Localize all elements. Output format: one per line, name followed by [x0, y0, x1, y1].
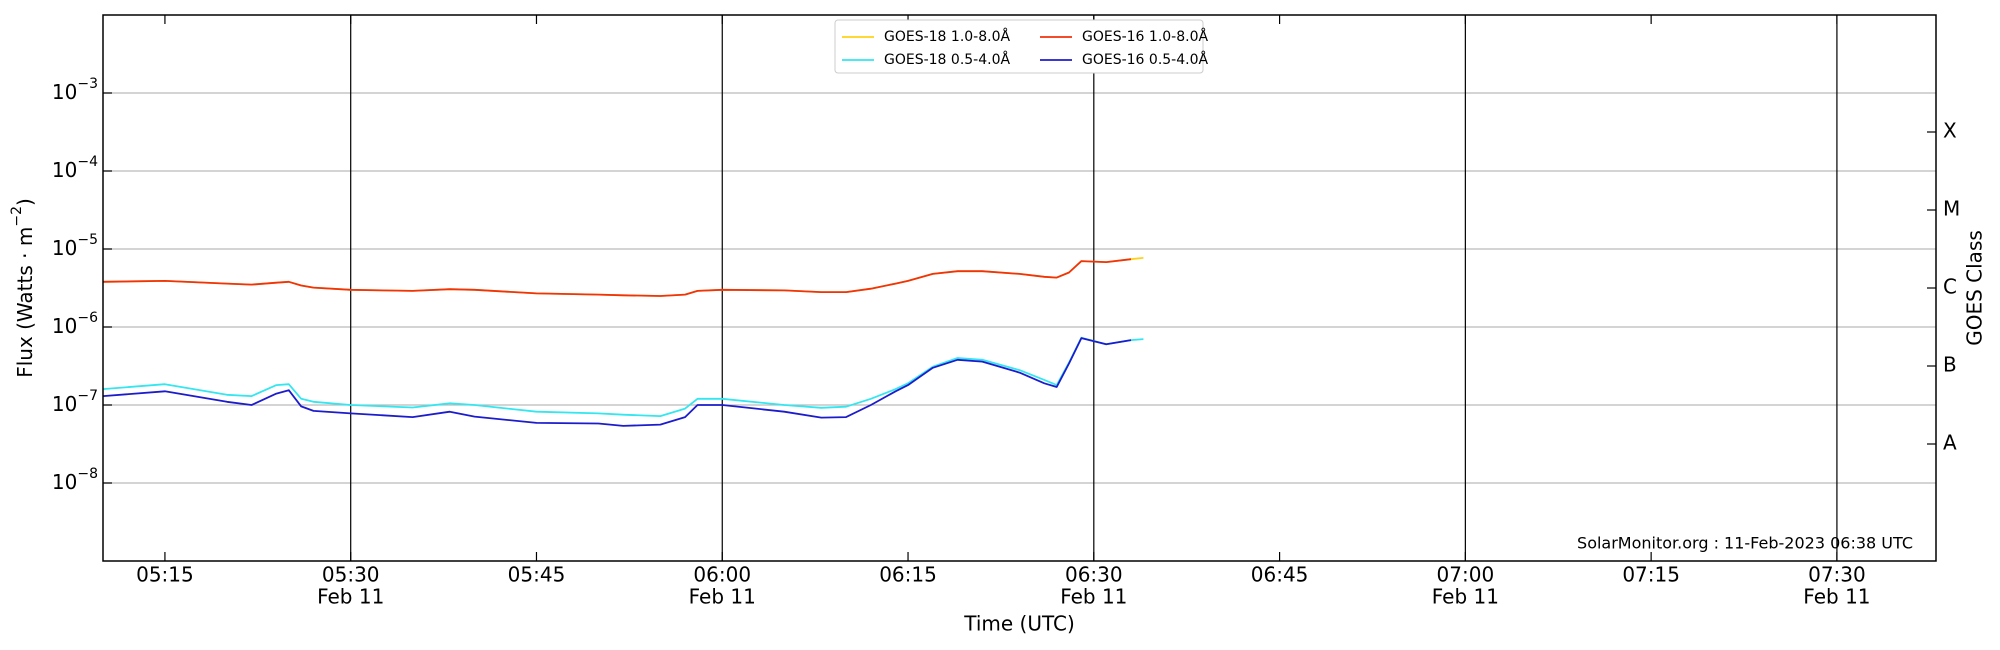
- y-label-end: ): [13, 198, 37, 206]
- y-tick-exponent: −6: [77, 310, 98, 326]
- y-tick-label: 10−7: [52, 388, 98, 416]
- y-tick-base: 10: [52, 236, 77, 260]
- x-tick-label: 06:15: [879, 563, 937, 587]
- y-tick-base: 10: [52, 158, 77, 182]
- y-tick-label: 10−5: [52, 232, 98, 260]
- y-axis-label: Flux (Watts · m−2): [9, 198, 37, 378]
- y-tick-base: 10: [52, 314, 77, 338]
- legend-label: GOES-16 1.0-8.0Å: [1082, 28, 1208, 45]
- y2-tick-label: C: [1943, 275, 1957, 299]
- y-tick-base: 10: [52, 470, 77, 494]
- y-tick-label: 10−8: [52, 466, 98, 494]
- legend-label: GOES-18 0.5-4.0Å: [884, 51, 1010, 68]
- y-tick-exponent: −8: [77, 466, 98, 482]
- x-tick-date: Feb 11: [689, 585, 756, 609]
- y-label-exponent: −2: [9, 206, 25, 227]
- legend-box: [834, 19, 1204, 74]
- y-tick-label: 10−3: [52, 76, 98, 104]
- y2-tick-label: M: [1943, 197, 1960, 221]
- series-line: [102, 337, 1132, 427]
- x-tick-label: 05:15: [136, 563, 194, 587]
- y-label-main: Flux (Watts · m: [13, 227, 37, 378]
- series-line: [102, 257, 1144, 297]
- y-tick-base: 10: [52, 80, 77, 104]
- x-tick-label: 06:45: [1251, 563, 1309, 587]
- y-tick-exponent: −5: [77, 232, 98, 248]
- y2-tick-label: X: [1943, 119, 1957, 143]
- legend-label: GOES-16 0.5-4.0Å: [1082, 51, 1208, 68]
- y-tick-exponent: −3: [77, 76, 98, 92]
- x-tick-date: Feb 11: [1432, 585, 1499, 609]
- series-line: [102, 336, 1144, 417]
- x-tick-date: Feb 11: [1803, 585, 1870, 609]
- y2-tick-label: B: [1943, 353, 1957, 377]
- y-tick-exponent: −4: [77, 154, 98, 170]
- y-tick-exponent: −7: [77, 388, 98, 404]
- y-tick-label: 10−6: [52, 310, 98, 338]
- x-tick-label: 06:30: [1065, 563, 1123, 587]
- annotation: SolarMonitor.org : 11-Feb-2023 06:38 UTC: [1577, 534, 1913, 553]
- y2-tick-label: A: [1943, 431, 1957, 455]
- x-axis-label: Time (UTC): [963, 612, 1075, 636]
- x-tick-label: 05:30: [322, 563, 380, 587]
- x-tick-label: 07:15: [1622, 563, 1680, 587]
- y-tick-label: 10−4: [52, 154, 98, 182]
- x-tick-label: 07:00: [1437, 563, 1495, 587]
- y2-axis-label: GOES Class: [1963, 230, 1987, 346]
- x-tick-date: Feb 11: [1060, 585, 1127, 609]
- x-tick-label: 05:45: [508, 563, 566, 587]
- x-tick-label: 07:30: [1808, 563, 1866, 587]
- plot-frame: [102, 14, 1937, 562]
- x-tick-label: 06:00: [693, 563, 751, 587]
- series-line: [102, 258, 1132, 297]
- y-tick-base: 10: [52, 392, 77, 416]
- legend-label: GOES-18 1.0-8.0Å: [884, 28, 1010, 45]
- x-tick-date: Feb 11: [317, 585, 384, 609]
